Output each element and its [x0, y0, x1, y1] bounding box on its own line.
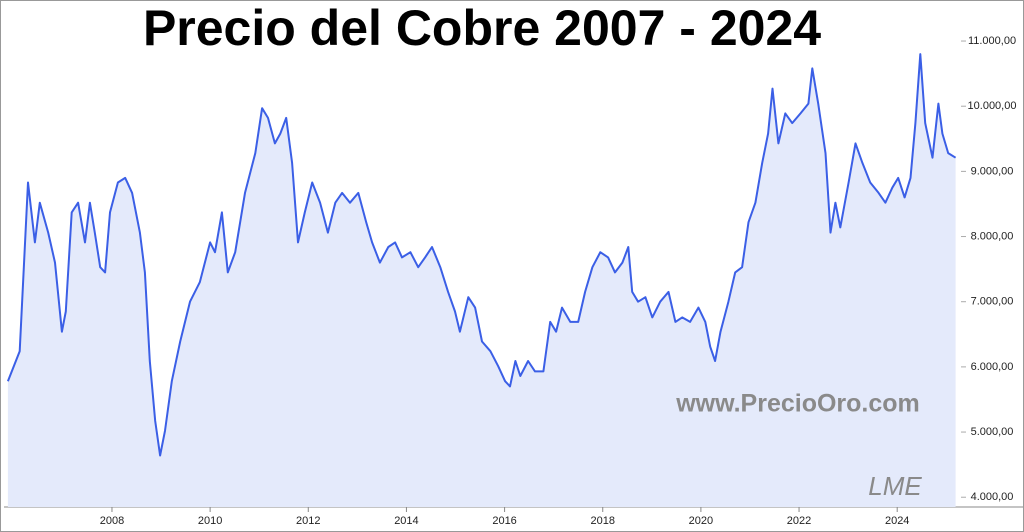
- x-tick-label: 2016: [492, 515, 516, 527]
- y-tick-label: 10.000,00: [968, 100, 1017, 112]
- x-tick-label: 2008: [100, 515, 124, 527]
- y-tick-label: 5.000,00: [971, 426, 1014, 438]
- x-tick-label: 2012: [296, 515, 320, 527]
- x-tick-label: 2020: [689, 515, 713, 527]
- x-tick-label: 2014: [394, 515, 418, 527]
- watermark: www.PrecioOro.com: [675, 390, 920, 418]
- x-tick-label: 2022: [787, 515, 811, 527]
- x-tick-label: 2010: [198, 515, 222, 527]
- y-tick-label: 8.000,00: [971, 230, 1014, 242]
- x-tick-label: 2018: [590, 515, 614, 527]
- area: [7, 54, 956, 507]
- y-tick-label: 7.000,00: [971, 296, 1014, 308]
- plot: 4.000,00 5.000,00 6.000,00 7.000,00 8.000,00…: [4, 35, 1023, 527]
- chart-title: Precio del Cobre 2007 - 2024: [143, 0, 821, 56]
- source-label: LME: [868, 471, 922, 501]
- price-line: [6, 53, 957, 457]
- y-tick-label: 4.000,00: [971, 491, 1014, 503]
- y-tick-label: 11.000,00: [968, 35, 1016, 47]
- y-tick-label: 9.000,00: [971, 165, 1014, 177]
- x-tick-label: 2024: [885, 515, 909, 527]
- y-tick-label: 6.000,00: [971, 361, 1014, 373]
